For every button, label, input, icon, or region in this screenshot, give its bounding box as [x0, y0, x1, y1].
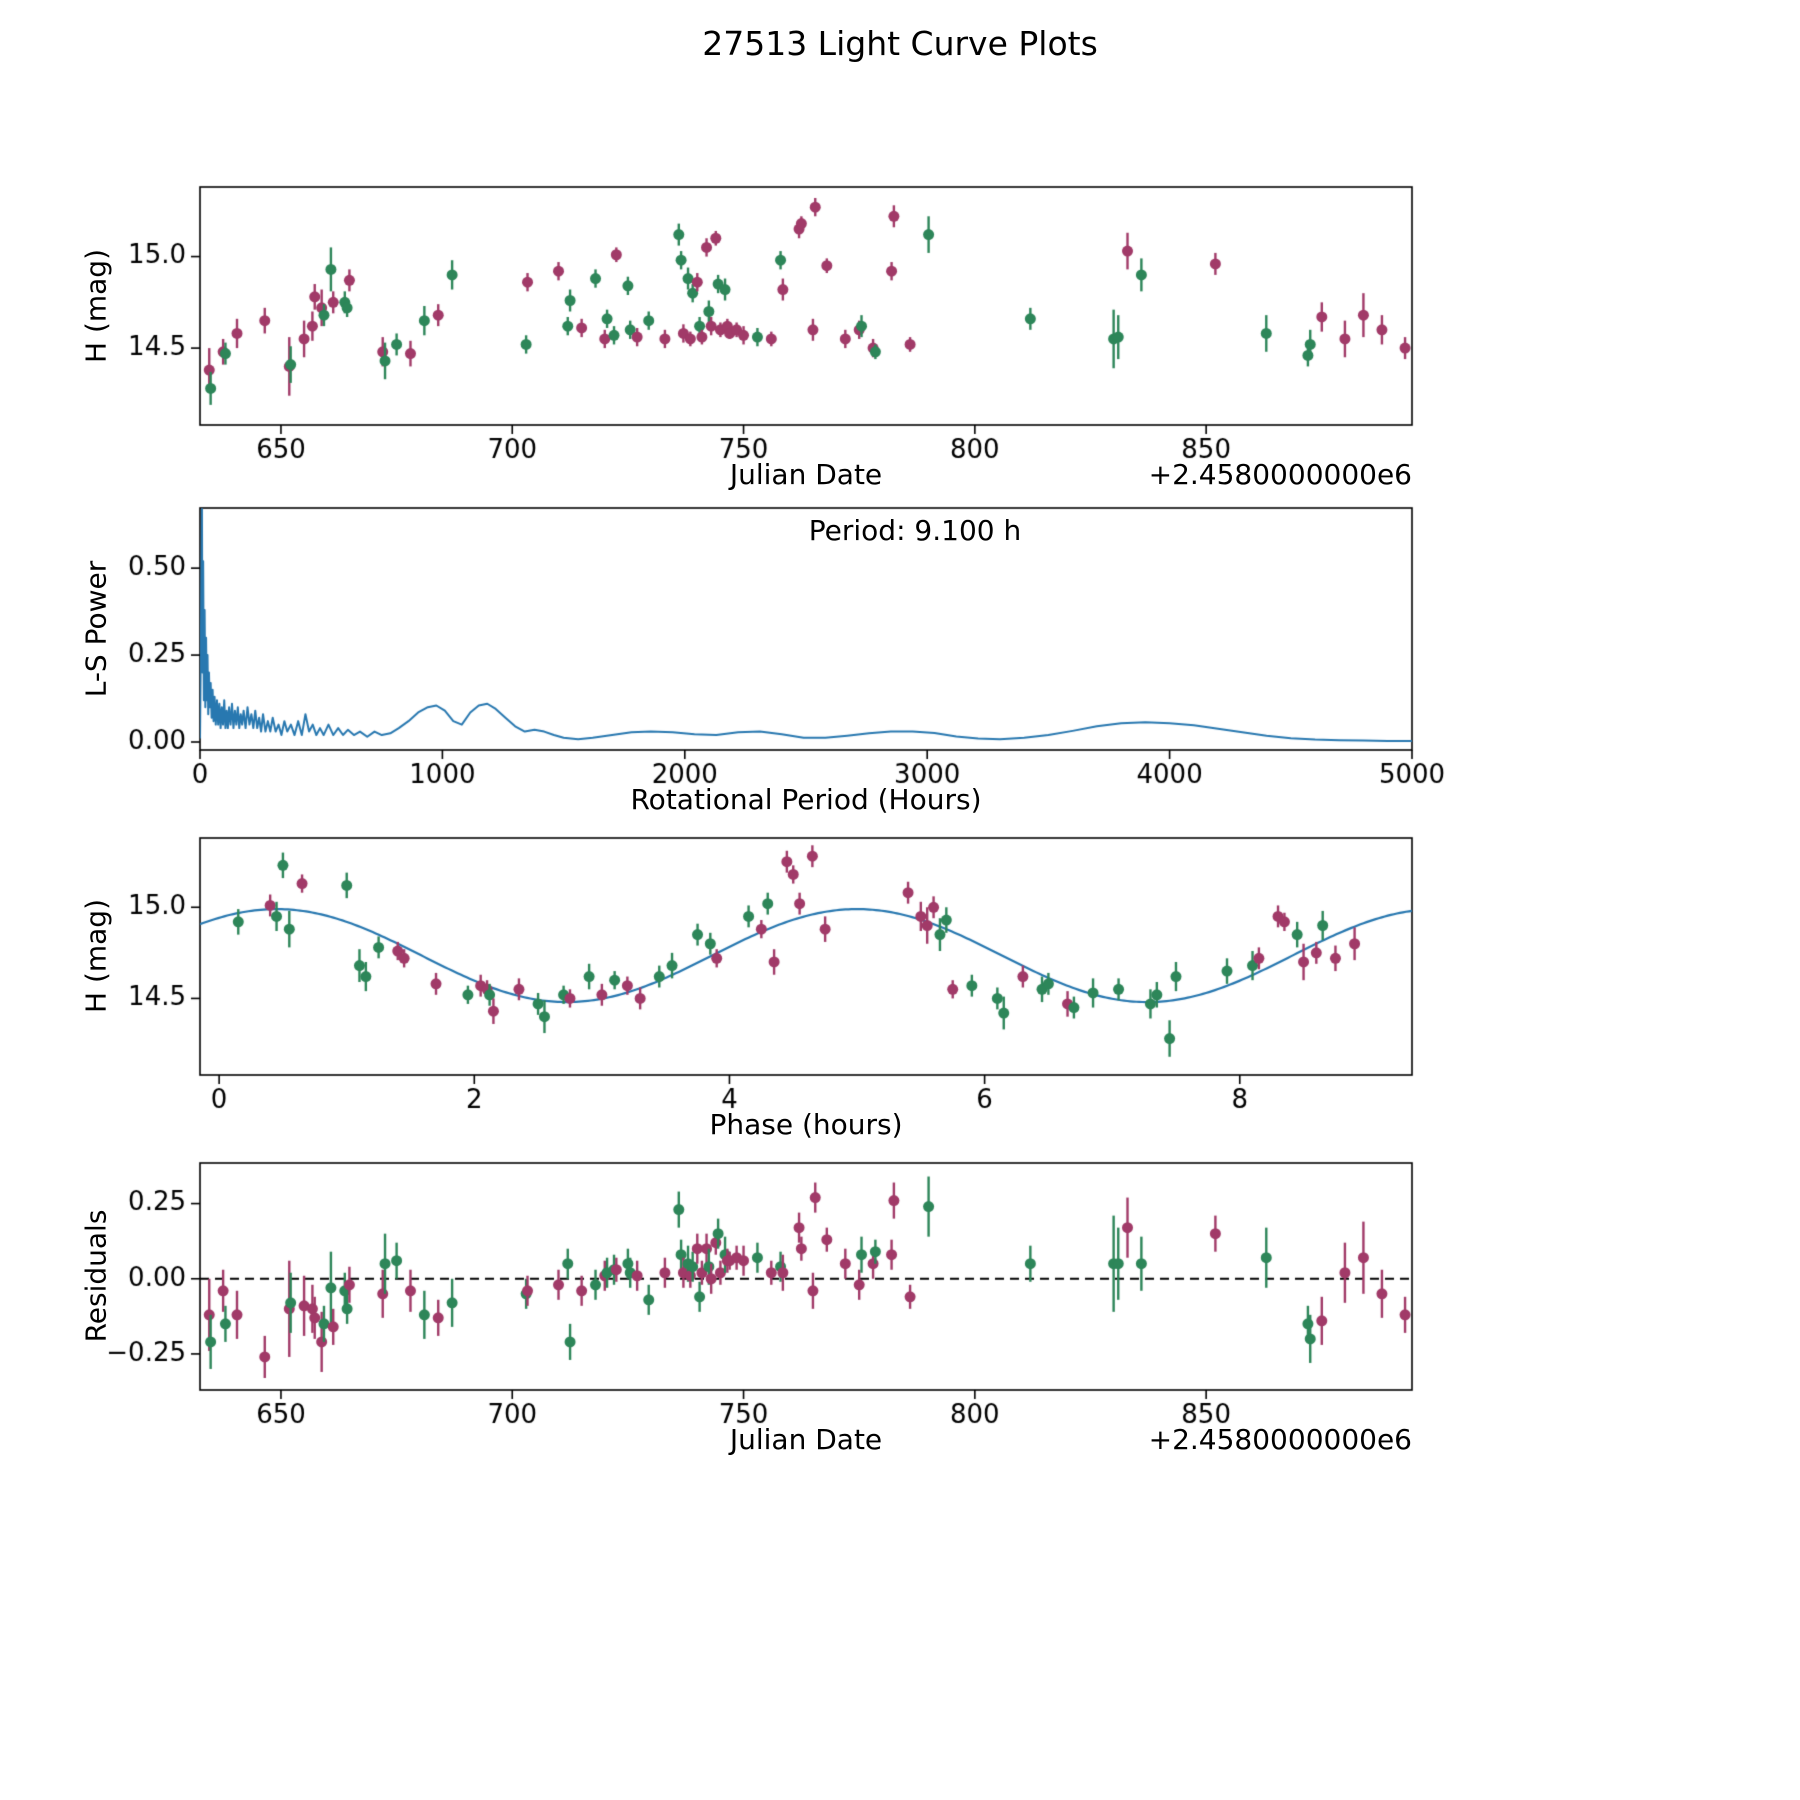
- lightcurve-x-offset-label: +2.4580000000e6: [1148, 458, 1412, 491]
- phase-ylabel: H (mag): [79, 898, 113, 1014]
- lightcurve-xlabel: Julian Date: [729, 458, 883, 491]
- residuals-x-offset-label: +2.4580000000e6: [1148, 1423, 1412, 1456]
- residuals-ylabel: Residuals: [79, 1209, 113, 1343]
- periodogram-ylabel: L-S Power: [79, 560, 113, 698]
- phase-xlabel: Phase (hours): [709, 1108, 903, 1141]
- period-annotation: Period: 9.100 h: [808, 514, 1022, 547]
- periodogram-xlabel: Rotational Period (Hours): [630, 783, 982, 816]
- residuals-xlabel: Julian Date: [729, 1423, 883, 1456]
- figure-title: 27513 Light Curve Plots: [702, 24, 1098, 63]
- lightcurve-ylabel: H (mag): [79, 248, 113, 364]
